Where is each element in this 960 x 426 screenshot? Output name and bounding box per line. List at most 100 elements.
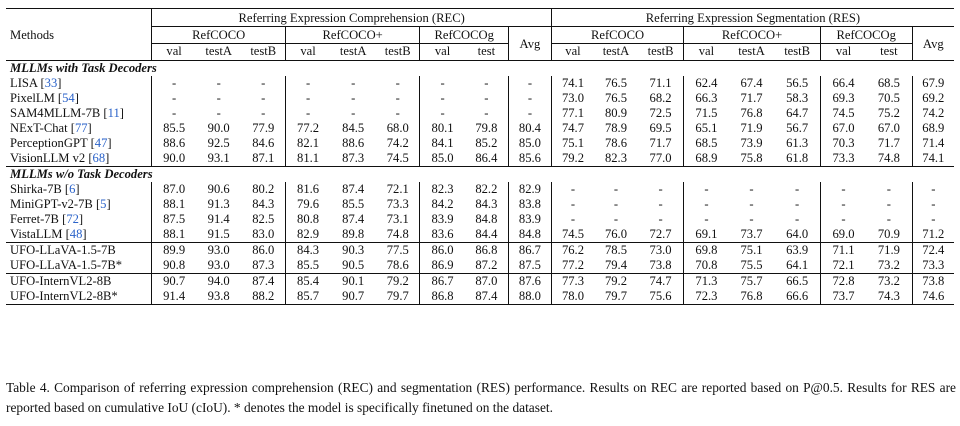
rec-cell: 84.5 [342, 121, 365, 135]
rec-cell: 90.5 [342, 258, 365, 272]
sub-header: val [550, 43, 595, 61]
res-cell: - [749, 197, 754, 211]
table-row: MiniGPT-v2-7B [5] 88.1 91.3 84.3 79.6 85.5 73.… [6, 197, 954, 212]
res-cell: 64.0 [786, 227, 809, 241]
citation-link[interactable]: [6] [61, 182, 80, 196]
res-cell: 74.3 [866, 289, 913, 305]
rec-cell: 88.6 [342, 136, 365, 150]
sub-header: testA [339, 44, 367, 58]
rec-cell: 86.9 [419, 258, 465, 274]
res-cell: 71.4 [911, 136, 954, 151]
res-cell: 74.6 [911, 289, 954, 305]
rec-cell: 90.1 [330, 273, 377, 289]
section-header-row: MLLMs with Task Decoders [6, 60, 954, 76]
citation-number[interactable]: 54 [62, 91, 75, 105]
citation-number[interactable]: 11 [107, 106, 120, 120]
citation-link[interactable]: [54] [54, 91, 79, 105]
res-cell: 74.8 [877, 151, 900, 165]
res-cell: 64.1 [786, 258, 809, 272]
rec-cell: - [284, 106, 331, 121]
rec-cell: - [216, 106, 221, 120]
rec-cell: - [484, 91, 489, 105]
citation-link[interactable]: [77] [67, 121, 92, 135]
res-cell: 68.5 [683, 136, 729, 151]
rec-cell: 86.0 [419, 242, 465, 258]
res-cell: 71.7 [740, 91, 763, 105]
rec-cell: 86.7 [508, 242, 552, 258]
res-cell: - [613, 182, 619, 196]
citation-link[interactable]: [72] [58, 212, 84, 226]
sub-header: testB [647, 44, 674, 58]
citation-link[interactable]: [33] [37, 76, 62, 90]
res-cell: - [683, 197, 729, 212]
citation-number[interactable]: 77 [74, 121, 88, 135]
res-cell: 71.3 [683, 273, 729, 289]
res-cell: 76.0 [604, 227, 627, 241]
citation-number[interactable]: 48 [69, 227, 83, 241]
rec-cell: 93.8 [195, 289, 242, 305]
section-header-row: MLLMs w/o Task Decoders [6, 166, 954, 182]
rec-cell: 88.1 [151, 197, 196, 212]
table-row: LISA [33] - - - - - - - - -74.1 76.5 71.1 62.4 67.4 56… [6, 76, 954, 91]
res-cell: 73.3 [911, 258, 954, 274]
rec-cell: 86.7 [419, 273, 465, 289]
citation-number[interactable]: 33 [44, 76, 58, 90]
res-cell: 74.5 [819, 106, 867, 121]
res-cell: - [886, 197, 891, 211]
rec-cell: 91.5 [207, 227, 230, 241]
rec-cell: 85.0 [508, 136, 552, 151]
res-cell: 76.8 [728, 289, 775, 305]
citation-link[interactable]: [68] [85, 151, 110, 165]
table-row: Ferret-7B [72] 87.5 91.4 82.5 80.8 87.4 73.1 83… [6, 212, 954, 227]
res-cell: 73.0 [550, 91, 595, 106]
method-label: PerceptionGPT [10, 136, 88, 150]
citation-number[interactable]: 5 [100, 197, 107, 211]
res-cell: 69.0 [819, 227, 867, 243]
citation-number[interactable]: 47 [94, 136, 108, 150]
method-name: Ferret-7B [72] [6, 212, 152, 227]
rec-cell: 90.7 [151, 273, 196, 289]
rec-cell: 89.9 [151, 242, 196, 258]
res-cell: 76.8 [740, 106, 763, 120]
rec-cell: 80.8 [284, 212, 331, 227]
sub-header: val [683, 43, 729, 61]
citation-link[interactable]: [5] [92, 197, 111, 211]
rec-cell: - [351, 106, 356, 120]
rec-cell: - [261, 76, 266, 90]
res-cell: 71.9 [740, 121, 763, 135]
rec-cell: 82.1 [284, 136, 331, 151]
res-refcocop-header: RefCOCO+ [683, 26, 821, 44]
rec-cell: 93.1 [207, 151, 230, 165]
res-cell: 68.9 [683, 151, 729, 167]
res-cell: 75.5 [740, 258, 763, 272]
rec-cell: 87.3 [252, 258, 275, 272]
res-cell: 62.4 [683, 76, 729, 91]
citation-link[interactable]: [48] [62, 227, 87, 241]
rec-refcocop-header: RefCOCO+ [284, 26, 420, 44]
citation-number[interactable]: 72 [66, 212, 79, 226]
citation-number[interactable]: 68 [92, 151, 106, 165]
section-title: MLLMs w/o Task Decoders [6, 166, 954, 182]
citation-number[interactable]: 6 [69, 182, 76, 196]
res-cell: 65.1 [683, 121, 729, 136]
res-cell: 69.5 [649, 121, 672, 135]
rec-cell: 87.4 [342, 212, 365, 226]
sub-header: testA [738, 44, 765, 58]
res-cell: 73.7 [819, 289, 867, 305]
method-label: UFO-LLaVA-1.5-7B* [10, 258, 123, 272]
res-cell: 56.7 [786, 121, 809, 135]
rec-cell: 88.0 [508, 289, 552, 305]
method-label: LISA [10, 76, 38, 90]
rec-cell: 84.8 [508, 227, 552, 243]
rec-cell: 90.3 [330, 242, 377, 258]
method-name: PixelLM [54] [6, 91, 152, 106]
rec-cell: 90.0 [207, 121, 230, 135]
citation-link[interactable]: [11] [100, 106, 124, 120]
rec-cell: - [508, 76, 552, 91]
rec-cell: 80.4 [508, 121, 552, 136]
res-cell: - [658, 182, 663, 196]
rec-cell: - [284, 91, 331, 106]
res-cell: - [886, 212, 891, 226]
citation-link[interactable]: [47] [87, 136, 112, 150]
rec-cell: 85.7 [284, 289, 331, 305]
